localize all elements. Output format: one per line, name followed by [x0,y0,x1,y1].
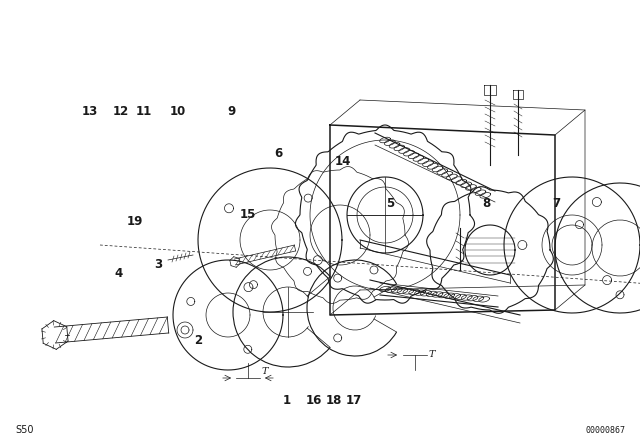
Text: 5: 5 [387,197,394,211]
Text: 8: 8 [483,197,490,211]
Text: 17: 17 [346,394,362,408]
Text: 12: 12 [112,104,129,118]
Text: 15: 15 [240,207,257,221]
Text: 9: 9 [228,104,236,118]
Text: 13: 13 [81,104,98,118]
Text: 11: 11 [136,104,152,118]
Text: 1: 1 [283,394,291,408]
Text: 19: 19 [126,215,143,228]
Text: 4: 4 [115,267,122,280]
Text: T: T [262,367,269,376]
Text: 2: 2 [195,334,202,347]
Text: 00000867: 00000867 [585,426,625,435]
Text: 3: 3 [155,258,163,271]
Text: 6: 6 [275,146,282,160]
Text: 10: 10 [170,104,186,118]
Text: 14: 14 [334,155,351,168]
Text: S50: S50 [15,425,33,435]
Text: 18: 18 [326,394,342,408]
Text: T: T [429,350,435,359]
Text: 16: 16 [305,394,322,408]
Text: 7: 7 [553,197,561,211]
